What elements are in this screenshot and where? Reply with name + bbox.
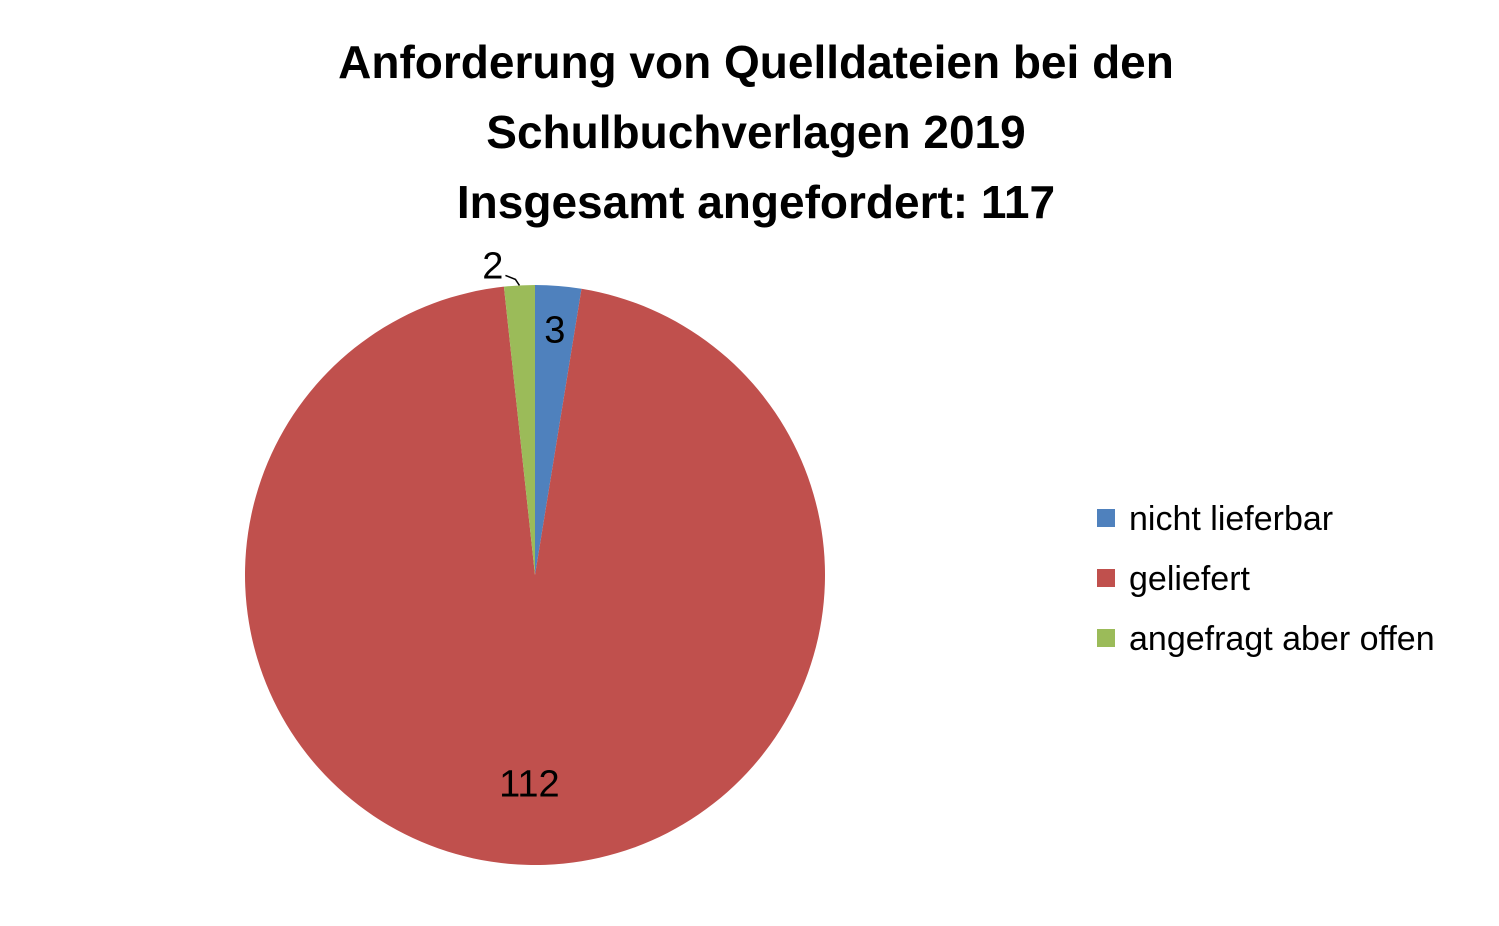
chart-title-line-2: Schulbuchverlagen 2019: [486, 106, 1025, 158]
pie-data-labels: 3 112 2: [482, 245, 565, 805]
legend-label-2: geliefert: [1129, 560, 1251, 598]
chart-title-line-3: Insgesamt angefordert: 117: [457, 176, 1055, 228]
legend-label-3: angefragt aber offen: [1129, 620, 1435, 658]
legend-swatch-2: [1097, 569, 1115, 587]
pie-data-label-3: 2: [482, 245, 503, 287]
pie-slice-1: [535, 285, 582, 575]
pie-data-label-2: 112: [499, 764, 560, 806]
pie-data-label-1: 3: [544, 309, 565, 351]
legend: nicht lieferbar geliefert angefragt aber o…: [1097, 500, 1435, 658]
legend-swatch-3: [1097, 629, 1115, 647]
legend-label-1: nicht lieferbar: [1129, 500, 1333, 538]
pie-slices: [244, 285, 825, 865]
pie-leader-line-3: [505, 274, 521, 286]
pie-slice-3: [503, 285, 535, 575]
legend-swatch-1: [1097, 509, 1115, 527]
pie-slice-2: [244, 286, 825, 865]
chart-title: Anforderung von Quelldateien bei den Sch…: [338, 36, 1174, 228]
chart-title-line-1: Anforderung von Quelldateien bei den: [338, 36, 1174, 88]
